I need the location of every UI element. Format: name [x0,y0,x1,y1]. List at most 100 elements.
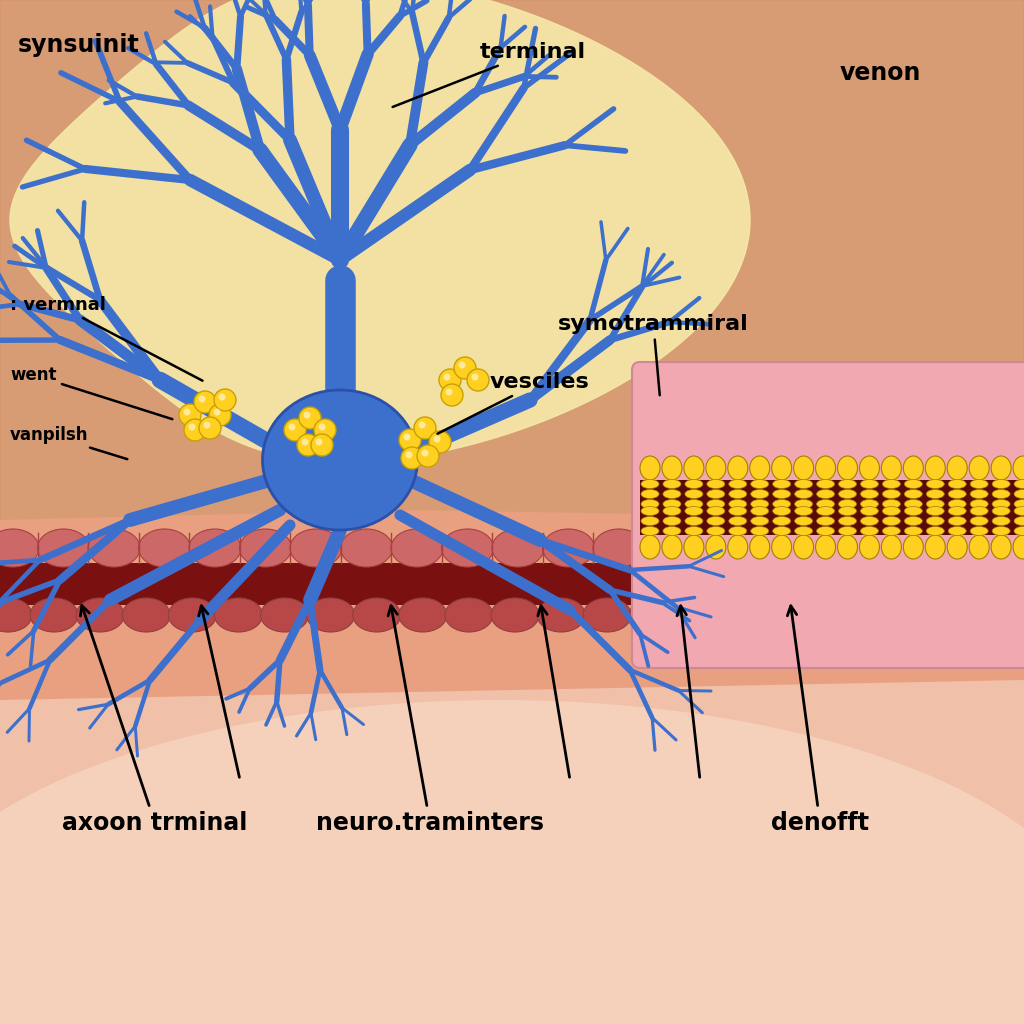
Ellipse shape [773,489,791,499]
Ellipse shape [663,507,681,515]
Polygon shape [10,0,750,462]
Ellipse shape [992,507,1010,515]
Ellipse shape [839,507,856,515]
Ellipse shape [214,598,262,632]
Ellipse shape [992,516,1010,525]
Ellipse shape [927,526,944,536]
Circle shape [459,361,466,369]
Ellipse shape [750,456,770,480]
Ellipse shape [341,529,392,567]
Ellipse shape [795,526,813,536]
Circle shape [213,409,220,416]
Ellipse shape [903,535,924,559]
Ellipse shape [772,535,792,559]
Ellipse shape [795,479,813,488]
Ellipse shape [860,598,907,632]
Ellipse shape [772,456,792,480]
Ellipse shape [839,516,856,525]
Ellipse shape [722,598,769,632]
Ellipse shape [970,507,988,515]
Ellipse shape [927,516,944,525]
Ellipse shape [663,489,681,499]
Ellipse shape [970,526,988,536]
Ellipse shape [860,526,879,536]
Ellipse shape [593,529,645,567]
Ellipse shape [927,507,944,515]
Ellipse shape [729,526,746,536]
Ellipse shape [0,700,1024,1024]
Ellipse shape [751,489,769,499]
Ellipse shape [816,500,835,509]
Ellipse shape [1014,489,1024,499]
FancyBboxPatch shape [632,362,1024,668]
Circle shape [311,434,333,456]
Ellipse shape [444,598,493,632]
Ellipse shape [795,489,813,499]
Ellipse shape [969,535,989,559]
Ellipse shape [882,535,901,559]
Ellipse shape [663,479,681,488]
Ellipse shape [1014,516,1024,525]
Circle shape [399,429,421,451]
Circle shape [299,407,321,429]
Ellipse shape [970,500,988,509]
Ellipse shape [729,489,746,499]
Ellipse shape [1014,526,1024,536]
Circle shape [401,447,423,469]
Circle shape [289,424,296,430]
Ellipse shape [927,489,944,499]
Ellipse shape [904,526,923,536]
Circle shape [429,431,451,453]
Ellipse shape [751,507,769,515]
Ellipse shape [441,529,494,567]
Ellipse shape [685,489,702,499]
Ellipse shape [641,526,659,536]
Ellipse shape [952,598,999,632]
Ellipse shape [860,507,879,515]
Ellipse shape [641,507,659,515]
Circle shape [314,419,336,441]
Ellipse shape [926,535,945,559]
Circle shape [218,393,225,400]
Ellipse shape [663,526,681,536]
Circle shape [284,419,306,441]
Ellipse shape [88,529,140,567]
Text: symotrammiral: symotrammiral [558,314,749,395]
Ellipse shape [773,526,791,536]
Ellipse shape [707,507,725,515]
Ellipse shape [815,535,836,559]
Ellipse shape [729,479,746,488]
Ellipse shape [168,598,216,632]
Ellipse shape [839,500,856,509]
Ellipse shape [663,516,681,525]
Ellipse shape [138,529,190,567]
Ellipse shape [38,529,89,567]
Circle shape [471,374,478,381]
Ellipse shape [750,535,770,559]
Ellipse shape [970,489,988,499]
Ellipse shape [992,500,1010,509]
Ellipse shape [262,390,418,530]
Polygon shape [0,680,1024,1024]
Polygon shape [0,0,1024,580]
Ellipse shape [398,598,446,632]
Circle shape [443,374,451,381]
FancyBboxPatch shape [0,563,1024,605]
Ellipse shape [751,526,769,536]
Ellipse shape [707,500,725,509]
Ellipse shape [1014,479,1024,488]
Circle shape [209,404,231,426]
Ellipse shape [0,529,39,567]
Circle shape [419,422,426,428]
Ellipse shape [883,516,900,525]
Ellipse shape [773,479,791,488]
Text: denofft: denofft [771,606,869,835]
Ellipse shape [816,479,835,488]
Ellipse shape [926,456,945,480]
Ellipse shape [839,489,856,499]
Ellipse shape [794,456,814,480]
Ellipse shape [927,500,944,509]
Ellipse shape [189,529,241,567]
Ellipse shape [896,529,948,567]
Ellipse shape [883,500,900,509]
